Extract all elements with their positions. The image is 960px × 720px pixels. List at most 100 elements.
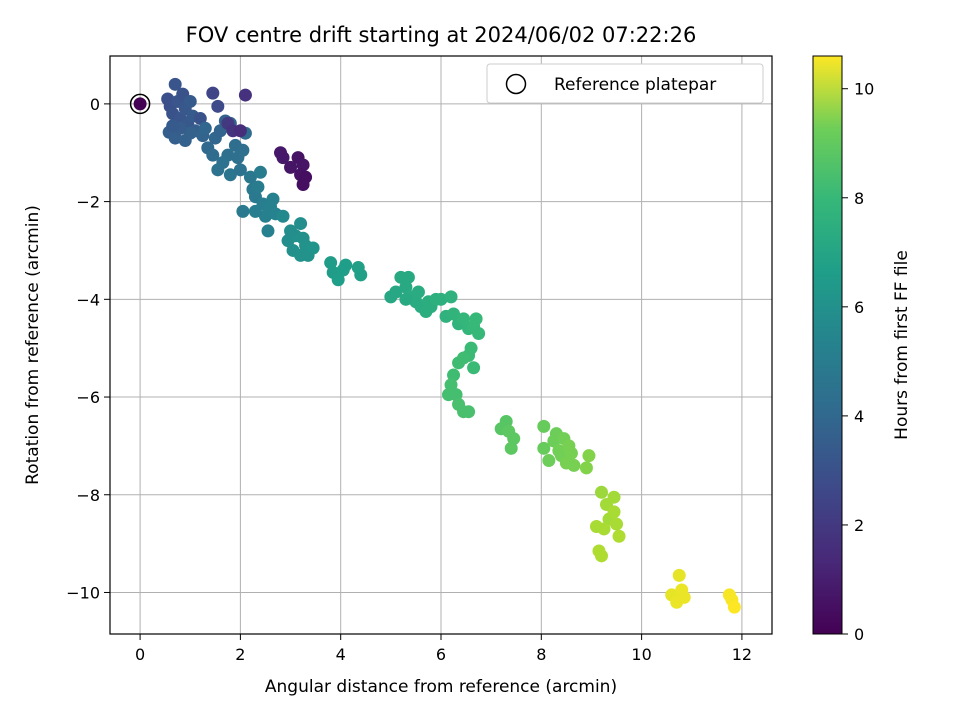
colorbar-tick-label: 6	[854, 298, 864, 317]
y-tick-label: −2	[76, 193, 100, 212]
data-point	[266, 192, 280, 206]
data-point	[284, 160, 298, 174]
data-point	[401, 270, 415, 284]
colorbar-tick-label: 0	[854, 625, 864, 644]
legend-marker	[505, 73, 527, 95]
data-point	[248, 204, 262, 218]
data-point	[727, 600, 741, 614]
colorbar-label: Hours from first FF file	[892, 250, 912, 440]
y-tick-label: 0	[90, 95, 100, 114]
data-point	[193, 112, 207, 126]
data-point	[183, 94, 197, 108]
data-point	[294, 248, 308, 262]
data-point	[589, 520, 603, 534]
data-point	[434, 292, 448, 306]
data-point	[389, 285, 403, 299]
data-point	[504, 441, 518, 455]
data-point	[607, 505, 621, 519]
data-point	[223, 168, 237, 182]
data-point	[610, 517, 624, 531]
reference-marker	[129, 93, 151, 115]
data-point	[564, 446, 578, 460]
data-point	[579, 461, 593, 475]
x-tick-label: 10	[631, 645, 651, 664]
data-point	[251, 180, 265, 194]
data-point	[206, 86, 220, 100]
legend: Reference platepar	[486, 63, 764, 104]
data-point	[233, 163, 247, 177]
data-point	[607, 490, 621, 504]
data-point	[294, 217, 308, 231]
colorbar-tick-label: 2	[854, 516, 864, 535]
data-point	[253, 165, 267, 179]
data-point	[677, 590, 691, 604]
data-point	[299, 170, 313, 184]
data-point	[672, 568, 686, 582]
colorbar-tick-label: 8	[854, 189, 864, 208]
x-tick-label: 4	[336, 645, 346, 664]
data-point	[211, 163, 225, 177]
x-tick-label: 2	[235, 645, 245, 664]
y-tick-label: −8	[76, 486, 100, 505]
data-point	[582, 449, 596, 463]
data-point	[258, 209, 272, 223]
data-point	[567, 458, 581, 472]
scatter-points	[129, 77, 741, 614]
data-point	[236, 143, 250, 157]
data-point	[469, 312, 483, 326]
data-point	[133, 97, 147, 111]
x-tick-label: 12	[732, 645, 752, 664]
data-point	[243, 170, 257, 184]
colorbar-tick-label: 4	[854, 407, 864, 426]
legend-label: Reference platepar	[554, 75, 716, 95]
data-point	[399, 292, 413, 306]
x-axis-label: Angular distance from reference (arcmin)	[265, 677, 617, 697]
y-tick-label: −10	[66, 583, 100, 602]
data-point	[306, 241, 320, 255]
colorbar: 0 2 4 6 8 10 Hours from first FF file	[812, 55, 912, 644]
data-point	[211, 99, 225, 113]
data-point	[331, 273, 345, 287]
data-point	[276, 209, 290, 223]
x-tick-label: 8	[536, 645, 546, 664]
data-point	[206, 148, 220, 162]
data-point	[452, 356, 466, 370]
data-point	[354, 268, 368, 282]
x-tick-label: 0	[135, 645, 145, 664]
data-point	[183, 126, 197, 140]
data-point	[612, 529, 626, 543]
data-point	[166, 119, 180, 133]
data-point	[411, 285, 425, 299]
data-point	[168, 77, 182, 91]
data-point	[276, 151, 290, 165]
data-point	[444, 290, 458, 304]
grid-lines	[110, 56, 772, 634]
legend-box	[486, 63, 764, 104]
data-point	[462, 405, 476, 419]
colorbar-ticks: 0 2 4 6 8 10	[842, 80, 874, 644]
data-point	[537, 419, 551, 433]
data-point	[499, 414, 513, 428]
data-point	[168, 131, 182, 145]
data-point	[594, 485, 608, 499]
data-point	[542, 454, 556, 468]
data-point	[399, 280, 413, 294]
y-tick-label: −6	[76, 388, 100, 407]
data-point	[261, 224, 275, 238]
data-point	[537, 441, 551, 455]
data-point	[447, 307, 461, 321]
data-point	[444, 378, 458, 392]
data-point	[233, 124, 247, 138]
data-point	[284, 224, 298, 238]
data-point	[594, 549, 608, 563]
data-point	[449, 388, 463, 402]
y-axis-label: Rotation from reference (arcmin)	[23, 205, 43, 485]
data-point	[198, 121, 212, 135]
data-point	[296, 158, 310, 172]
data-point	[447, 368, 461, 382]
colorbar-gradient	[812, 55, 843, 635]
data-point	[467, 361, 481, 375]
colorbar-tick-label: 10	[854, 80, 874, 99]
y-tick-label: −4	[76, 290, 100, 309]
